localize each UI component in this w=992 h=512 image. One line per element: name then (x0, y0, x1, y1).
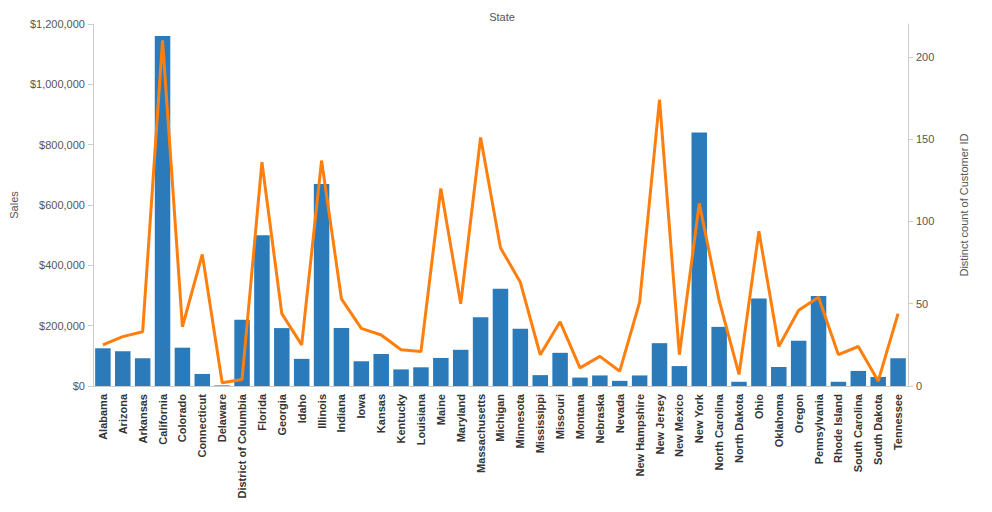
svg-text:Oklahoma: Oklahoma (773, 393, 785, 447)
svg-text:$400,000: $400,000 (39, 259, 85, 271)
svg-text:New York: New York (693, 393, 705, 443)
svg-text:200: 200 (916, 51, 934, 63)
svg-text:50: 50 (916, 298, 928, 310)
svg-text:New Hampshire: New Hampshire (634, 394, 646, 477)
svg-text:Minnesota: Minnesota (514, 393, 526, 448)
svg-text:Illinois: Illinois (316, 394, 328, 429)
svg-text:Maine: Maine (435, 394, 447, 425)
svg-text:100: 100 (916, 215, 934, 227)
svg-text:North Carolina: North Carolina (713, 393, 725, 470)
svg-text:Montana: Montana (574, 393, 586, 439)
svg-text:$600,000: $600,000 (39, 199, 85, 211)
svg-text:0: 0 (916, 380, 922, 392)
svg-text:Connecticut: Connecticut (196, 394, 208, 458)
svg-text:Iowa: Iowa (355, 393, 367, 418)
svg-text:Nebraska: Nebraska (594, 393, 606, 443)
svg-text:State: State (489, 11, 515, 23)
svg-text:Kentucky: Kentucky (395, 393, 407, 443)
svg-text:150: 150 (916, 133, 934, 145)
svg-text:Alabama: Alabama (97, 393, 109, 440)
svg-text:Mississippi: Mississippi (534, 394, 546, 453)
svg-text:$1,000,000: $1,000,000 (30, 78, 85, 90)
svg-text:Delaware: Delaware (216, 394, 228, 442)
svg-text:Indiana: Indiana (335, 393, 347, 432)
svg-text:$800,000: $800,000 (39, 139, 85, 151)
svg-text:South Carolina: South Carolina (852, 393, 864, 472)
svg-text:$200,000: $200,000 (39, 320, 85, 332)
svg-text:Colorado: Colorado (176, 394, 188, 443)
svg-text:Nevada: Nevada (614, 393, 626, 433)
svg-text:$1,200,000: $1,200,000 (30, 18, 85, 30)
svg-text:Maryland: Maryland (455, 394, 467, 442)
svg-text:Oregon: Oregon (793, 394, 805, 433)
svg-text:Arizona: Arizona (117, 393, 129, 434)
svg-text:Sales: Sales (8, 191, 20, 219)
svg-text:Rhode Island: Rhode Island (832, 394, 844, 463)
svg-text:Distinct count of Customer ID: Distinct count of Customer ID (958, 133, 970, 276)
svg-text:Tennessee: Tennessee (892, 394, 904, 450)
svg-text:Missouri: Missouri (554, 394, 566, 439)
svg-text:New Mexico: New Mexico (673, 394, 685, 457)
svg-text:Pennsylvania: Pennsylvania (813, 393, 825, 464)
svg-text:Kansas: Kansas (375, 394, 387, 433)
svg-text:North Dakota: North Dakota (733, 393, 745, 463)
svg-text:Georgia: Georgia (276, 393, 288, 435)
svg-text:California: California (157, 393, 169, 445)
svg-text:New Jersey: New Jersey (654, 393, 666, 454)
svg-text:Louisiana: Louisiana (415, 393, 427, 445)
svg-text:Michigan: Michigan (494, 394, 506, 442)
svg-text:District of Columbia: District of Columbia (236, 393, 248, 498)
svg-text:South Dakota: South Dakota (872, 393, 884, 465)
svg-text:$0: $0 (73, 380, 85, 392)
svg-text:Massachusetts: Massachusetts (475, 394, 487, 473)
svg-text:Florida: Florida (256, 393, 268, 431)
svg-text:Idaho: Idaho (296, 394, 308, 424)
svg-text:Arkansas: Arkansas (137, 394, 149, 444)
svg-text:Ohio: Ohio (753, 394, 765, 419)
